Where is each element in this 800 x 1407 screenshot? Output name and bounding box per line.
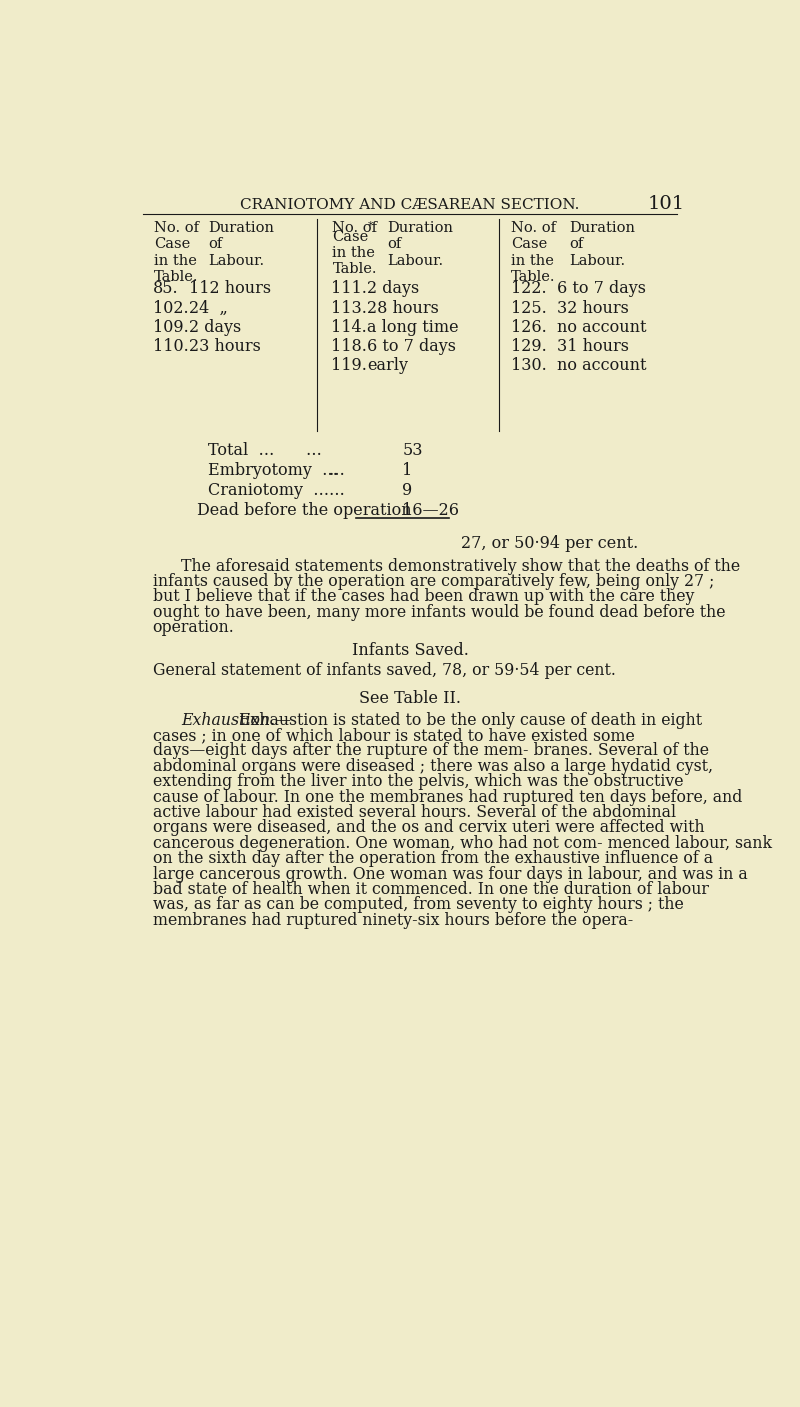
- Text: 16—26: 16—26: [402, 502, 459, 519]
- Text: 32 hours: 32 hours: [558, 300, 629, 317]
- Text: was, as far as can be computed, from seventy to eighty hours ; the: was, as far as can be computed, from sev…: [153, 896, 683, 913]
- Text: 23 hours: 23 hours: [189, 338, 261, 355]
- Text: The aforesaid statements demonstratively show that the deaths of the: The aforesaid statements demonstratively…: [182, 557, 741, 574]
- Text: General statement of infants saved, 78, or 59·54 per cent.: General statement of infants saved, 78, …: [153, 663, 615, 680]
- Text: but I believe that if the cases had been drawn up with the care they: but I believe that if the cases had been…: [153, 588, 694, 605]
- Text: 31 hours: 31 hours: [558, 338, 630, 355]
- Text: 109.: 109.: [153, 319, 189, 336]
- Text: a long time: a long time: [367, 319, 459, 336]
- Text: 9: 9: [402, 483, 413, 499]
- Text: No. of: No. of: [333, 221, 378, 235]
- Text: CRANIOTOMY AND CÆSAREAN SECTION.: CRANIOTOMY AND CÆSAREAN SECTION.: [240, 198, 580, 212]
- Text: no account: no account: [558, 319, 646, 336]
- Text: 118.: 118.: [331, 338, 367, 355]
- Text: No. of
Case
in the
Table.: No. of Case in the Table.: [510, 221, 556, 284]
- Text: no account: no account: [558, 357, 646, 374]
- Text: bad state of health when it commenced. In one the duration of labour: bad state of health when it commenced. I…: [153, 881, 709, 898]
- Text: large cancerous growth. One woman was four days in labour, and was in a: large cancerous growth. One woman was fo…: [153, 865, 747, 882]
- Text: 102.: 102.: [153, 300, 188, 317]
- Text: 126.: 126.: [510, 319, 546, 336]
- Text: 114.: 114.: [331, 319, 366, 336]
- Text: …: …: [329, 483, 345, 499]
- Text: 130.: 130.: [510, 357, 546, 374]
- Text: 2 days: 2 days: [367, 280, 420, 297]
- Text: early: early: [367, 357, 408, 374]
- Text: 24  „: 24 „: [189, 300, 228, 317]
- Text: Dead before the operation: Dead before the operation: [197, 502, 411, 519]
- Text: 112 hours: 112 hours: [189, 280, 271, 297]
- Text: Duration
of
Labour.: Duration of Labour.: [386, 221, 453, 267]
- Text: 2 days: 2 days: [189, 319, 242, 336]
- Text: infants caused by the operation are comparatively few, being only 27 ;: infants caused by the operation are comp…: [153, 573, 714, 590]
- Text: Duration
of
Labour.: Duration of Labour.: [569, 221, 635, 267]
- Text: 28 hours: 28 hours: [367, 300, 439, 317]
- Text: 27, or 50·94 per cent.: 27, or 50·94 per cent.: [462, 535, 638, 552]
- Text: Craniotomy  …: Craniotomy …: [209, 483, 330, 499]
- Text: 111.: 111.: [331, 280, 367, 297]
- Text: days—eight days after the rupture of the mem- branes. Several of the: days—eight days after the rupture of the…: [153, 743, 709, 760]
- Text: …: …: [329, 463, 345, 480]
- Text: 129.: 129.: [510, 338, 546, 355]
- Text: 101: 101: [647, 196, 684, 212]
- Text: 1: 1: [402, 463, 413, 480]
- Text: Embryotomy  …: Embryotomy …: [209, 463, 338, 480]
- Text: 119.: 119.: [331, 357, 367, 374]
- Text: Infants Saved.: Infants Saved.: [351, 643, 469, 660]
- Text: membranes had ruptured ninety-six hours before the opera-: membranes had ruptured ninety-six hours …: [153, 912, 633, 929]
- Text: Case
in the
Table.: Case in the Table.: [333, 229, 377, 276]
- Text: *: *: [367, 221, 373, 231]
- Text: Exhaustion is stated to be the only cause of death in eight: Exhaustion is stated to be the only caus…: [239, 712, 702, 729]
- Text: cancerous degeneration. One woman, who had not com- menced labour, sank: cancerous degeneration. One woman, who h…: [153, 834, 772, 851]
- Text: abdominal organs were diseased ; there was also a large hydatid cyst,: abdominal organs were diseased ; there w…: [153, 758, 713, 775]
- Text: 125.: 125.: [510, 300, 546, 317]
- Text: 113.: 113.: [331, 300, 367, 317]
- Text: Duration
of
Labour.: Duration of Labour.: [209, 221, 274, 267]
- Text: ought to have been, many more infants would be found dead before the: ought to have been, many more infants wo…: [153, 604, 726, 620]
- Text: Total  …: Total …: [209, 442, 275, 459]
- Text: operation.: operation.: [153, 619, 234, 636]
- Text: 6 to 7 days: 6 to 7 days: [558, 280, 646, 297]
- Text: extending from the liver into the pelvis, which was the obstructive: extending from the liver into the pelvis…: [153, 774, 683, 791]
- Text: 85.: 85.: [153, 280, 178, 297]
- Text: See Table II.: See Table II.: [359, 689, 461, 708]
- Text: …: …: [306, 442, 322, 459]
- Text: 53: 53: [402, 442, 422, 459]
- Text: No. of
Case
in the
Table.: No. of Case in the Table.: [154, 221, 199, 284]
- Text: 110.: 110.: [153, 338, 189, 355]
- Text: active labour had existed several hours. Several of the abdominal: active labour had existed several hours.…: [153, 803, 676, 822]
- Text: organs were diseased, and the os and cervix uteri were affected with: organs were diseased, and the os and cer…: [153, 819, 704, 837]
- Text: 6 to 7 days: 6 to 7 days: [367, 338, 456, 355]
- Text: 122.: 122.: [510, 280, 546, 297]
- Text: cases ; in one of which labour is stated to have existed some: cases ; in one of which labour is stated…: [153, 727, 634, 744]
- Text: cause of labour. In one the membranes had ruptured ten days before, and: cause of labour. In one the membranes ha…: [153, 789, 742, 806]
- Text: on the sixth day after the operation from the exhaustive influence of a: on the sixth day after the operation fro…: [153, 850, 713, 867]
- Text: Exhaustion.—: Exhaustion.—: [182, 712, 291, 729]
